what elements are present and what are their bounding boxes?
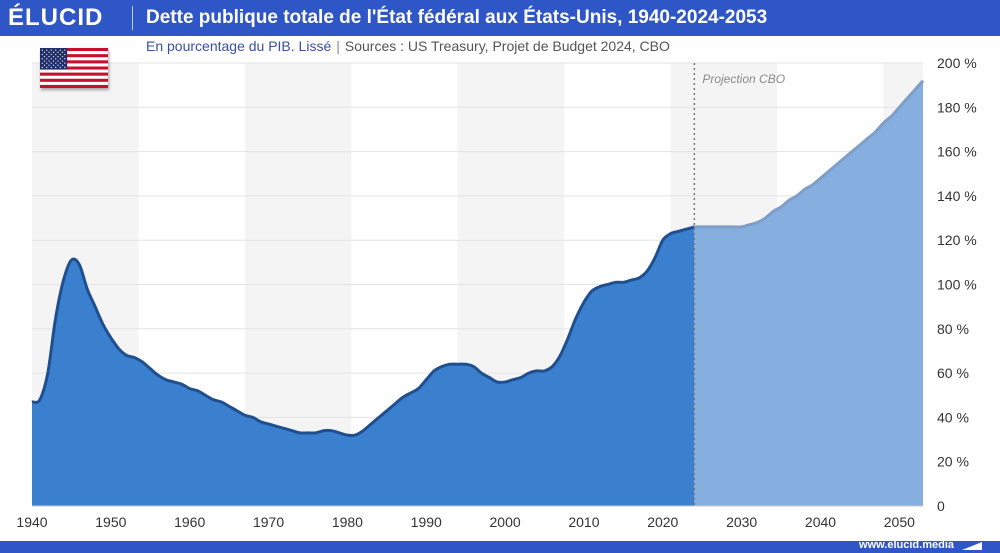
annotations: Projection CBO <box>693 63 785 506</box>
flag-star <box>55 66 57 69</box>
flag-star <box>55 62 57 64</box>
flag-star <box>50 62 52 64</box>
y-tick-label: 60 % <box>937 365 969 381</box>
y-tick-label: 120 % <box>937 232 977 248</box>
flag-star <box>48 64 50 66</box>
y-tick-label: 40 % <box>937 409 969 425</box>
flag-star <box>48 56 50 58</box>
source-text: Sources : US Treasury, Projet de Budget … <box>344 38 670 54</box>
flag-star <box>43 56 46 58</box>
x-tick-label: 1980 <box>332 514 363 530</box>
flag-star <box>48 51 50 53</box>
flag-star <box>50 53 52 56</box>
flag-star <box>43 60 46 62</box>
flag-star <box>61 56 64 58</box>
flag-star <box>46 62 48 64</box>
us-flag-icon <box>40 48 108 88</box>
flag-star <box>52 51 55 53</box>
x-tick-label: 2020 <box>647 514 678 530</box>
flag-star <box>52 64 55 66</box>
x-tick-label: 1970 <box>253 514 284 530</box>
x-tick-label: 2010 <box>568 514 599 530</box>
footer-url: www.elucid.media <box>859 539 954 551</box>
y-tick-label: 20 % <box>937 454 969 470</box>
x-tick-label: 1990 <box>411 514 442 530</box>
subtitle-text: En pourcentage du PIB. Lissé <box>146 38 332 54</box>
y-tick-label: 140 % <box>937 188 977 204</box>
flag-star <box>57 60 59 62</box>
brand-logo: ÉLUCID <box>8 4 104 31</box>
x-axis-ticks: 1940 1950 1960 1970 1980 1990 2000 2010 2020 2030… <box>16 505 923 530</box>
flag-star <box>52 60 55 62</box>
y-axis-ticks: 0 20 % 40 % 60 % 80 % 100 % 120 % 140 % 160 % 180… <box>937 55 977 514</box>
flag-star <box>46 66 48 69</box>
flag-star <box>41 58 43 60</box>
series-areas <box>31 79 925 506</box>
flag-star <box>52 56 55 58</box>
series-area-projection <box>694 80 923 506</box>
flag-star <box>41 49 43 51</box>
flag-star <box>61 51 64 53</box>
series-line-projection <box>694 79 925 229</box>
flag-star <box>48 60 50 62</box>
flag-star <box>57 51 59 53</box>
x-tick-label: 2040 <box>805 514 836 530</box>
flag-star <box>59 49 61 51</box>
x-tick-label: 1950 <box>95 514 126 530</box>
flag-star <box>55 58 57 60</box>
x-tick-label: 1940 <box>16 514 47 530</box>
flag-star <box>59 66 61 69</box>
flag-star <box>50 58 52 60</box>
flag-star <box>59 53 61 56</box>
x-tick-label: 1960 <box>174 514 205 530</box>
flag-star <box>50 49 52 51</box>
y-tick-label: 0 <box>937 498 945 514</box>
flag-star <box>64 58 66 60</box>
flag-star <box>43 51 46 53</box>
y-tick-label: 180 % <box>937 99 977 115</box>
subtitle-divider: | <box>336 38 340 54</box>
series-line-historic <box>31 225 695 438</box>
flag-star <box>64 62 66 64</box>
x-tick-label: 2030 <box>726 514 757 530</box>
flag-star <box>41 66 43 69</box>
flag-star <box>64 49 66 51</box>
chart-title: Dette publique totale de l'État fédéral … <box>146 7 768 28</box>
flag-star <box>64 53 66 56</box>
y-tick-label: 80 % <box>937 321 969 337</box>
header-divider <box>132 6 133 30</box>
flag-star <box>43 64 46 66</box>
flag-star <box>61 64 64 66</box>
flag-star <box>41 62 43 64</box>
projection-label: Projection CBO <box>702 72 785 86</box>
y-tick-label: 160 % <box>937 144 977 160</box>
flag-star <box>59 58 61 60</box>
chart-subtitle: En pourcentage du PIB. Lissé | Sources : U… <box>146 38 670 54</box>
flag-star <box>55 53 57 56</box>
flag-star <box>46 58 48 60</box>
flag-star <box>57 56 59 58</box>
flag-star <box>50 66 52 69</box>
flag-star <box>41 53 43 56</box>
brand-mark-icon <box>962 542 982 550</box>
header-bar: ÉLUCID Dette publique totale de l'État f… <box>0 0 1000 36</box>
flag-star <box>59 62 61 64</box>
y-tick-label: 200 % <box>937 55 977 71</box>
flag-star <box>57 64 59 66</box>
flag-star <box>46 53 48 56</box>
series-area-historic <box>32 226 695 506</box>
flag-star <box>64 66 66 69</box>
x-tick-label: 2000 <box>490 514 521 530</box>
flag-star <box>61 60 64 62</box>
flag-star <box>55 49 57 51</box>
x-tick-label: 2050 <box>884 514 915 530</box>
y-tick-label: 100 % <box>937 277 977 293</box>
flag-star <box>46 49 48 51</box>
